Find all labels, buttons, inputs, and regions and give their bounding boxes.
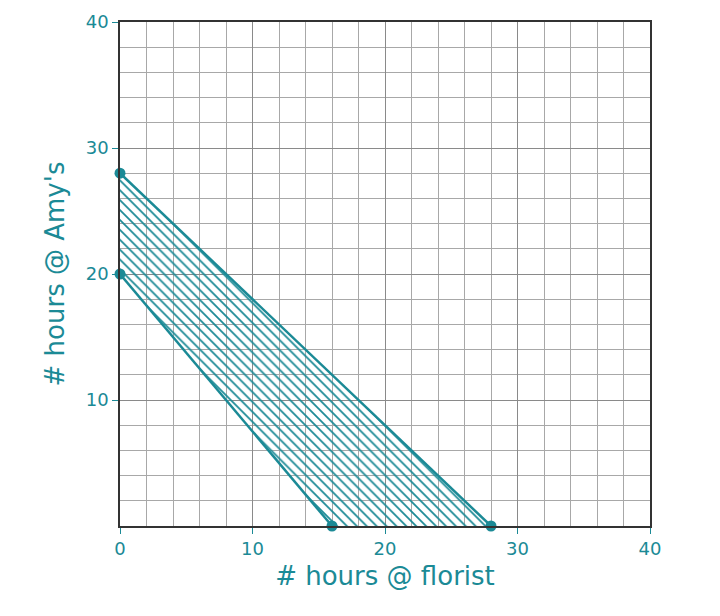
svg-text:20: 20 <box>86 263 109 284</box>
svg-text:30: 30 <box>506 538 529 559</box>
svg-text:10: 10 <box>86 389 109 410</box>
svg-text:# hours @ Amy's: # hours @ Amy's <box>40 162 70 387</box>
svg-text:0: 0 <box>114 538 125 559</box>
svg-text:40: 40 <box>639 538 662 559</box>
svg-text:40: 40 <box>86 11 109 32</box>
svg-text:10: 10 <box>241 538 264 559</box>
svg-text:# hours @ florist: # hours @ florist <box>275 561 495 591</box>
svg-text:20: 20 <box>374 538 397 559</box>
svg-text:30: 30 <box>86 137 109 158</box>
